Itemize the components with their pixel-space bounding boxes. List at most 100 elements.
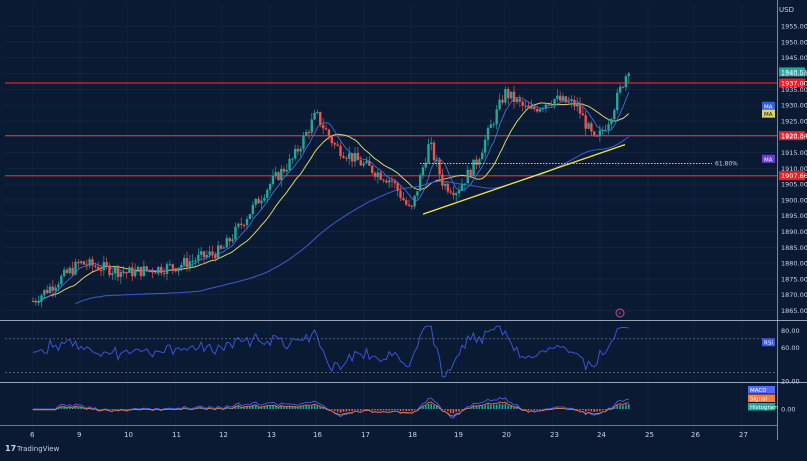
candle[interactable] bbox=[234, 222, 237, 243]
candle[interactable] bbox=[242, 223, 246, 229]
candle[interactable] bbox=[145, 265, 148, 273]
candle[interactable] bbox=[472, 159, 475, 177]
candle[interactable] bbox=[336, 141, 339, 147]
candle[interactable] bbox=[424, 157, 427, 171]
candle[interactable] bbox=[469, 168, 472, 179]
candle[interactable] bbox=[535, 106, 539, 114]
candle[interactable] bbox=[51, 280, 55, 298]
candle[interactable] bbox=[373, 171, 377, 181]
candle[interactable] bbox=[460, 178, 464, 192]
candle[interactable] bbox=[128, 265, 131, 274]
candle[interactable] bbox=[382, 178, 385, 183]
candle[interactable] bbox=[197, 248, 200, 265]
candle[interactable] bbox=[455, 191, 458, 202]
candle[interactable] bbox=[119, 271, 123, 284]
candle[interactable] bbox=[268, 182, 272, 195]
candle[interactable] bbox=[350, 153, 354, 168]
candle[interactable] bbox=[509, 91, 513, 101]
candle[interactable] bbox=[590, 121, 593, 137]
candle[interactable] bbox=[573, 95, 576, 111]
candle[interactable] bbox=[365, 156, 368, 165]
candle[interactable] bbox=[613, 107, 616, 123]
candle[interactable] bbox=[327, 128, 331, 140]
candle[interactable] bbox=[96, 261, 100, 272]
candle[interactable] bbox=[330, 134, 334, 147]
candle[interactable] bbox=[65, 267, 69, 275]
candle[interactable] bbox=[463, 183, 467, 190]
candle[interactable] bbox=[446, 180, 450, 195]
candle[interactable] bbox=[438, 157, 441, 180]
candle[interactable] bbox=[219, 244, 223, 250]
candle[interactable] bbox=[518, 94, 522, 108]
candle[interactable] bbox=[313, 109, 316, 121]
candle[interactable] bbox=[544, 103, 548, 114]
candle[interactable] bbox=[31, 297, 35, 303]
axes[interactable]: 6 9 10 11 12 13 16 17 18 19 20 23 24 25 26 27 1865.00 187… bbox=[0, 0, 807, 440]
candle[interactable] bbox=[222, 245, 226, 249]
candle[interactable] bbox=[254, 198, 257, 208]
candle[interactable] bbox=[427, 138, 430, 164]
candle[interactable] bbox=[504, 86, 507, 106]
candle[interactable] bbox=[399, 186, 402, 202]
candle[interactable] bbox=[307, 129, 311, 140]
candle[interactable] bbox=[263, 194, 266, 203]
candle[interactable] bbox=[413, 195, 416, 210]
candle[interactable] bbox=[558, 91, 562, 102]
candle[interactable] bbox=[57, 281, 60, 292]
candle[interactable] bbox=[88, 257, 91, 269]
candle[interactable] bbox=[266, 188, 269, 203]
candle[interactable] bbox=[575, 97, 579, 112]
candle[interactable] bbox=[113, 265, 117, 280]
candle[interactable] bbox=[68, 265, 72, 276]
candle[interactable] bbox=[131, 262, 134, 282]
candle[interactable] bbox=[396, 181, 399, 197]
rsi-badge[interactable] bbox=[762, 338, 775, 347]
candle[interactable] bbox=[621, 85, 625, 89]
candle[interactable] bbox=[142, 260, 146, 278]
candle[interactable] bbox=[524, 99, 527, 111]
candle[interactable] bbox=[489, 119, 493, 128]
candle[interactable] bbox=[77, 259, 80, 269]
candle[interactable] bbox=[561, 92, 565, 103]
candle[interactable] bbox=[299, 146, 302, 158]
candle[interactable] bbox=[125, 271, 128, 279]
candle[interactable] bbox=[607, 118, 610, 135]
candle[interactable] bbox=[370, 165, 374, 176]
candle[interactable] bbox=[54, 284, 57, 298]
candle[interactable] bbox=[240, 217, 243, 229]
candle[interactable] bbox=[618, 84, 622, 95]
candle[interactable] bbox=[133, 263, 137, 278]
rsi-pane[interactable]: 80.00 60.00 20.00 RSI bbox=[5, 325, 800, 386]
candle[interactable] bbox=[538, 107, 542, 113]
candle[interactable] bbox=[71, 261, 74, 277]
candle[interactable] bbox=[74, 258, 77, 276]
candle[interactable] bbox=[280, 164, 283, 187]
candle[interactable] bbox=[216, 240, 220, 260]
candle[interactable] bbox=[316, 109, 319, 115]
candle[interactable] bbox=[43, 289, 46, 299]
candle[interactable] bbox=[601, 126, 604, 136]
candle[interactable] bbox=[116, 264, 120, 282]
candle[interactable] bbox=[404, 197, 408, 207]
macd-legend-badge[interactable] bbox=[748, 403, 775, 411]
candle[interactable] bbox=[432, 140, 436, 163]
candle[interactable] bbox=[165, 261, 169, 281]
candle[interactable] bbox=[171, 263, 174, 275]
candle[interactable] bbox=[595, 134, 599, 137]
candle[interactable] bbox=[475, 155, 478, 170]
candle[interactable] bbox=[231, 234, 234, 244]
candle[interactable] bbox=[521, 99, 524, 112]
candle[interactable] bbox=[60, 274, 63, 286]
candle[interactable] bbox=[225, 234, 228, 248]
candle[interactable] bbox=[368, 155, 371, 166]
candle[interactable] bbox=[274, 166, 277, 179]
candle[interactable] bbox=[483, 134, 487, 158]
candle[interactable] bbox=[108, 263, 111, 278]
candle[interactable] bbox=[324, 124, 328, 131]
candle[interactable] bbox=[379, 170, 382, 181]
alert-icon[interactable]: ⚡ bbox=[615, 308, 625, 318]
candle[interactable] bbox=[556, 89, 559, 102]
candle[interactable] bbox=[37, 295, 40, 307]
candle[interactable] bbox=[214, 251, 217, 262]
candle[interactable] bbox=[495, 105, 498, 130]
